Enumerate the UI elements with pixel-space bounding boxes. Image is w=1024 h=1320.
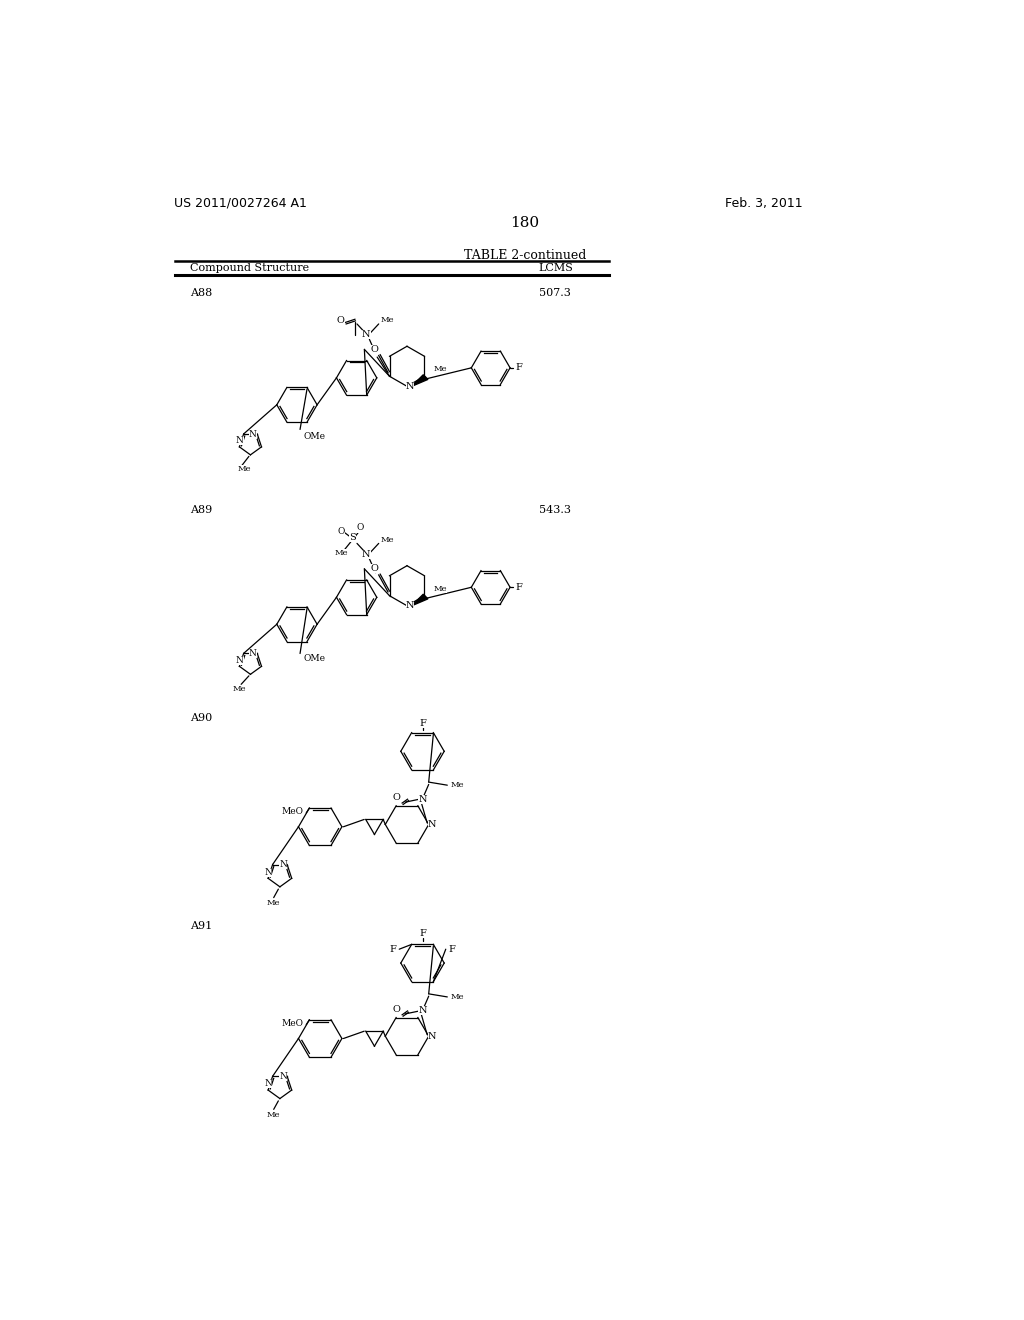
Text: MeO: MeO: [282, 807, 303, 816]
Polygon shape: [412, 375, 428, 387]
Text: N: N: [280, 861, 287, 869]
Text: N: N: [406, 602, 415, 610]
Text: US 2011/0027264 A1: US 2011/0027264 A1: [174, 197, 307, 210]
Text: F: F: [419, 719, 426, 729]
Text: N: N: [362, 330, 371, 339]
Text: Me: Me: [381, 536, 394, 544]
Text: OMe: OMe: [303, 653, 326, 663]
Text: F: F: [419, 929, 426, 939]
Text: N: N: [280, 1072, 287, 1081]
Text: Me: Me: [232, 685, 247, 693]
Text: A88: A88: [190, 288, 212, 298]
Text: O: O: [371, 345, 379, 354]
Text: O: O: [371, 565, 379, 573]
Text: N: N: [428, 1032, 436, 1040]
Text: N: N: [264, 867, 272, 876]
Text: MeO: MeO: [282, 1019, 303, 1027]
Text: N: N: [428, 820, 436, 829]
Text: N: N: [264, 1080, 272, 1089]
Text: N: N: [249, 649, 257, 657]
Text: O: O: [356, 524, 364, 532]
Text: Me: Me: [433, 366, 446, 374]
Text: N: N: [236, 437, 244, 445]
Text: Compound Structure: Compound Structure: [190, 263, 309, 273]
Text: Me: Me: [451, 993, 464, 1001]
Polygon shape: [412, 594, 428, 606]
Text: Me: Me: [451, 781, 464, 789]
Text: Me: Me: [267, 1110, 281, 1119]
Text: F: F: [515, 363, 522, 372]
Text: N: N: [362, 549, 371, 558]
Text: Me: Me: [335, 549, 348, 557]
Text: A89: A89: [190, 506, 212, 515]
Text: F: F: [449, 945, 456, 953]
Text: N: N: [249, 429, 257, 438]
Text: LCMS: LCMS: [539, 263, 573, 273]
Text: O: O: [338, 527, 345, 536]
Text: F: F: [515, 583, 522, 591]
Text: N: N: [406, 381, 415, 391]
Text: F: F: [389, 945, 396, 953]
Text: 543.3: 543.3: [539, 506, 570, 515]
Text: N: N: [418, 795, 427, 804]
Text: Me: Me: [238, 466, 252, 474]
Text: 507.3: 507.3: [539, 288, 570, 298]
Text: N: N: [236, 656, 244, 665]
Text: TABLE 2-continued: TABLE 2-continued: [464, 249, 586, 263]
Text: N: N: [418, 1006, 427, 1015]
Text: Me: Me: [381, 315, 394, 325]
Text: O: O: [392, 793, 400, 803]
Text: O: O: [392, 1005, 400, 1014]
Text: O: O: [337, 317, 345, 325]
Text: Me: Me: [267, 899, 281, 907]
Text: S: S: [349, 533, 355, 541]
Text: Feb. 3, 2011: Feb. 3, 2011: [725, 197, 802, 210]
Text: Me: Me: [433, 585, 446, 593]
Text: OMe: OMe: [303, 432, 326, 441]
Text: A90: A90: [190, 713, 212, 723]
Text: A91: A91: [190, 921, 212, 931]
Text: 180: 180: [510, 216, 540, 230]
